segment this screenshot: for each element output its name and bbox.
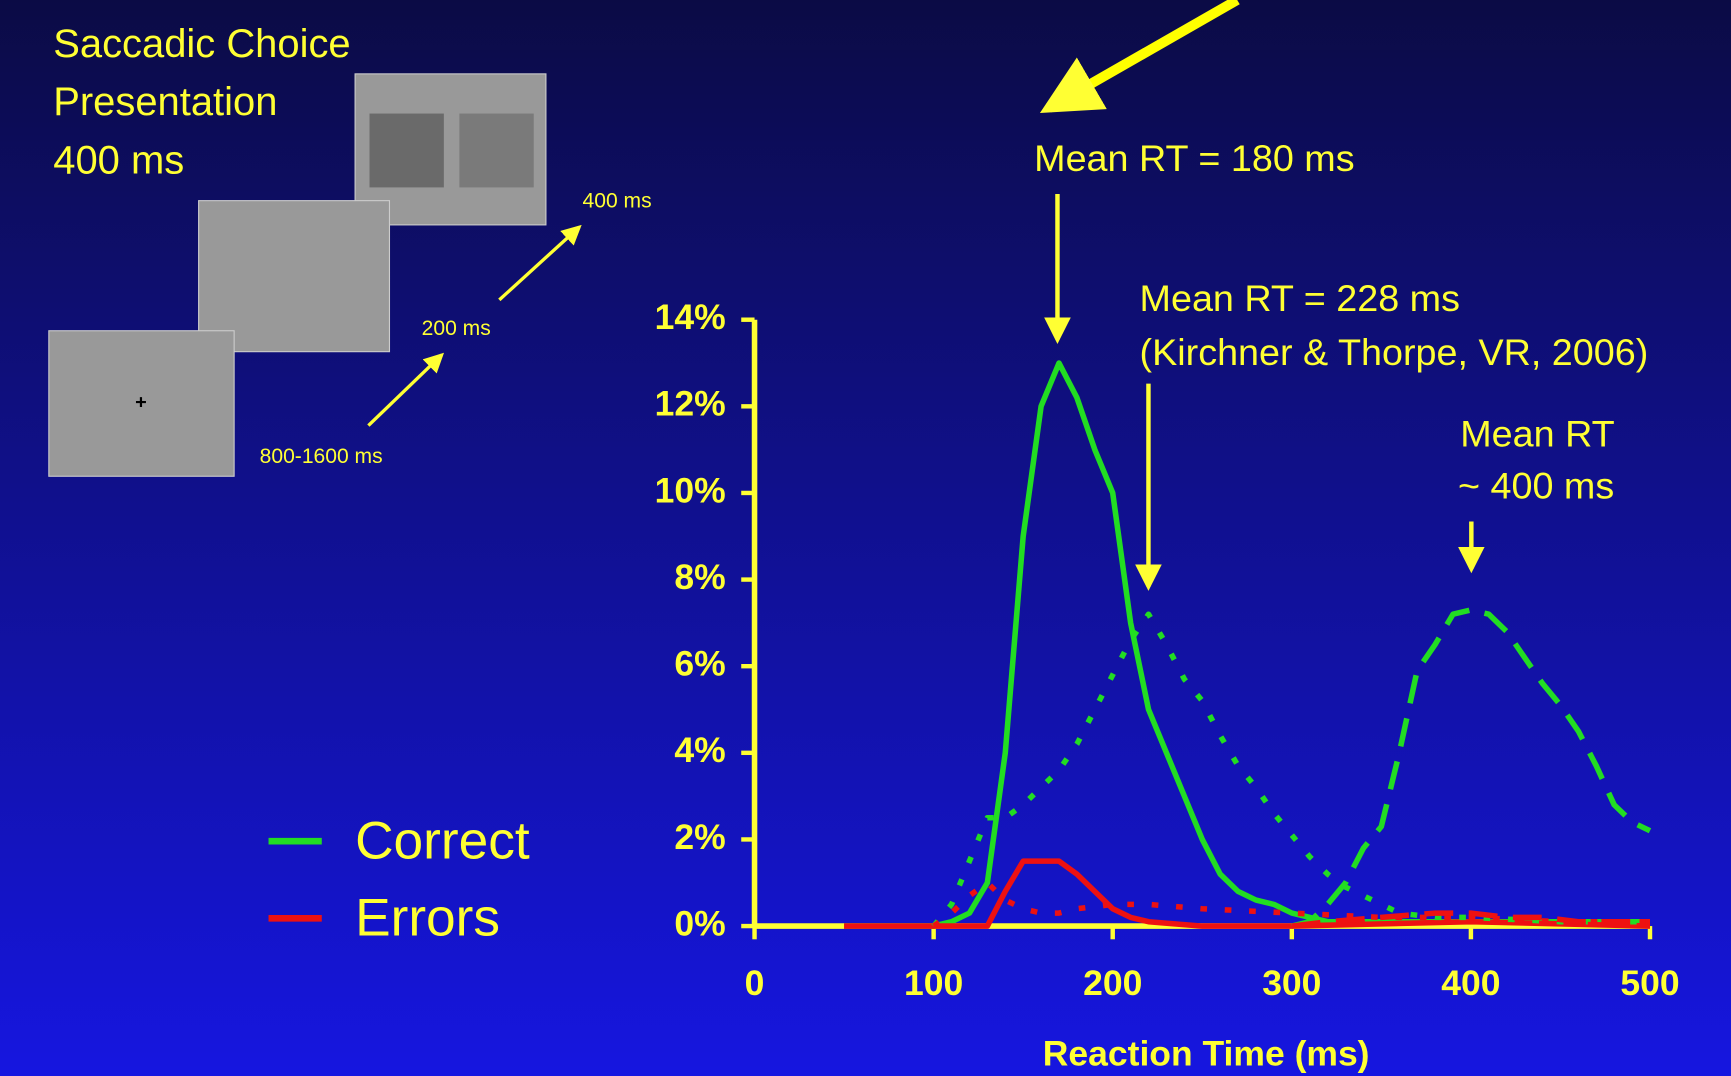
x-tick-label: 300	[1262, 964, 1321, 1003]
x-tick-label: 400	[1441, 964, 1500, 1003]
panel-title: 400 ms	[53, 139, 184, 183]
screen-gap	[199, 201, 390, 352]
legend-label: Correct	[355, 812, 530, 871]
annotation: Mean RT = 180 ms	[1034, 137, 1354, 179]
annotation: Mean RT	[1460, 413, 1614, 455]
y-tick-label: 0%	[674, 904, 725, 943]
timing-label: 800-1600 ms	[260, 445, 383, 468]
slide: + Saccadic Choice Presentation 400 ms 80…	[0, 0, 1731, 1076]
image-car	[459, 114, 533, 188]
y-tick-label: 14%	[655, 298, 726, 337]
page: + Saccadic Choice Presentation 400 ms 80…	[0, 0, 1731, 1076]
x-tick-label: 0	[745, 964, 765, 1003]
fixation-cross: +	[135, 392, 147, 414]
x-axis-label: Reaction Time (ms)	[1043, 1035, 1370, 1074]
y-tick-label: 4%	[674, 731, 725, 770]
y-tick-label: 12%	[655, 385, 726, 424]
timing-label: 200 ms	[422, 317, 491, 340]
y-tick-label: 8%	[674, 558, 725, 597]
annotation: (Kirchner & Thorpe, VR, 2006)	[1140, 331, 1649, 373]
y-tick-label: 2%	[674, 818, 725, 857]
x-tick-label: 100	[904, 964, 963, 1003]
panel-title: Saccadic Choice	[53, 22, 350, 66]
legend-label: Errors	[355, 889, 500, 948]
x-tick-label: 200	[1083, 964, 1142, 1003]
annotation: ~ 400 ms	[1458, 464, 1614, 506]
annotation: Mean RT = 228 ms	[1140, 277, 1460, 319]
timing-label: 400 ms	[583, 189, 652, 212]
panel-title: Presentation	[53, 80, 277, 124]
image-animal	[370, 114, 444, 188]
x-tick-label: 500	[1620, 964, 1679, 1003]
y-tick-label: 10%	[655, 471, 726, 510]
y-tick-label: 6%	[674, 645, 725, 684]
